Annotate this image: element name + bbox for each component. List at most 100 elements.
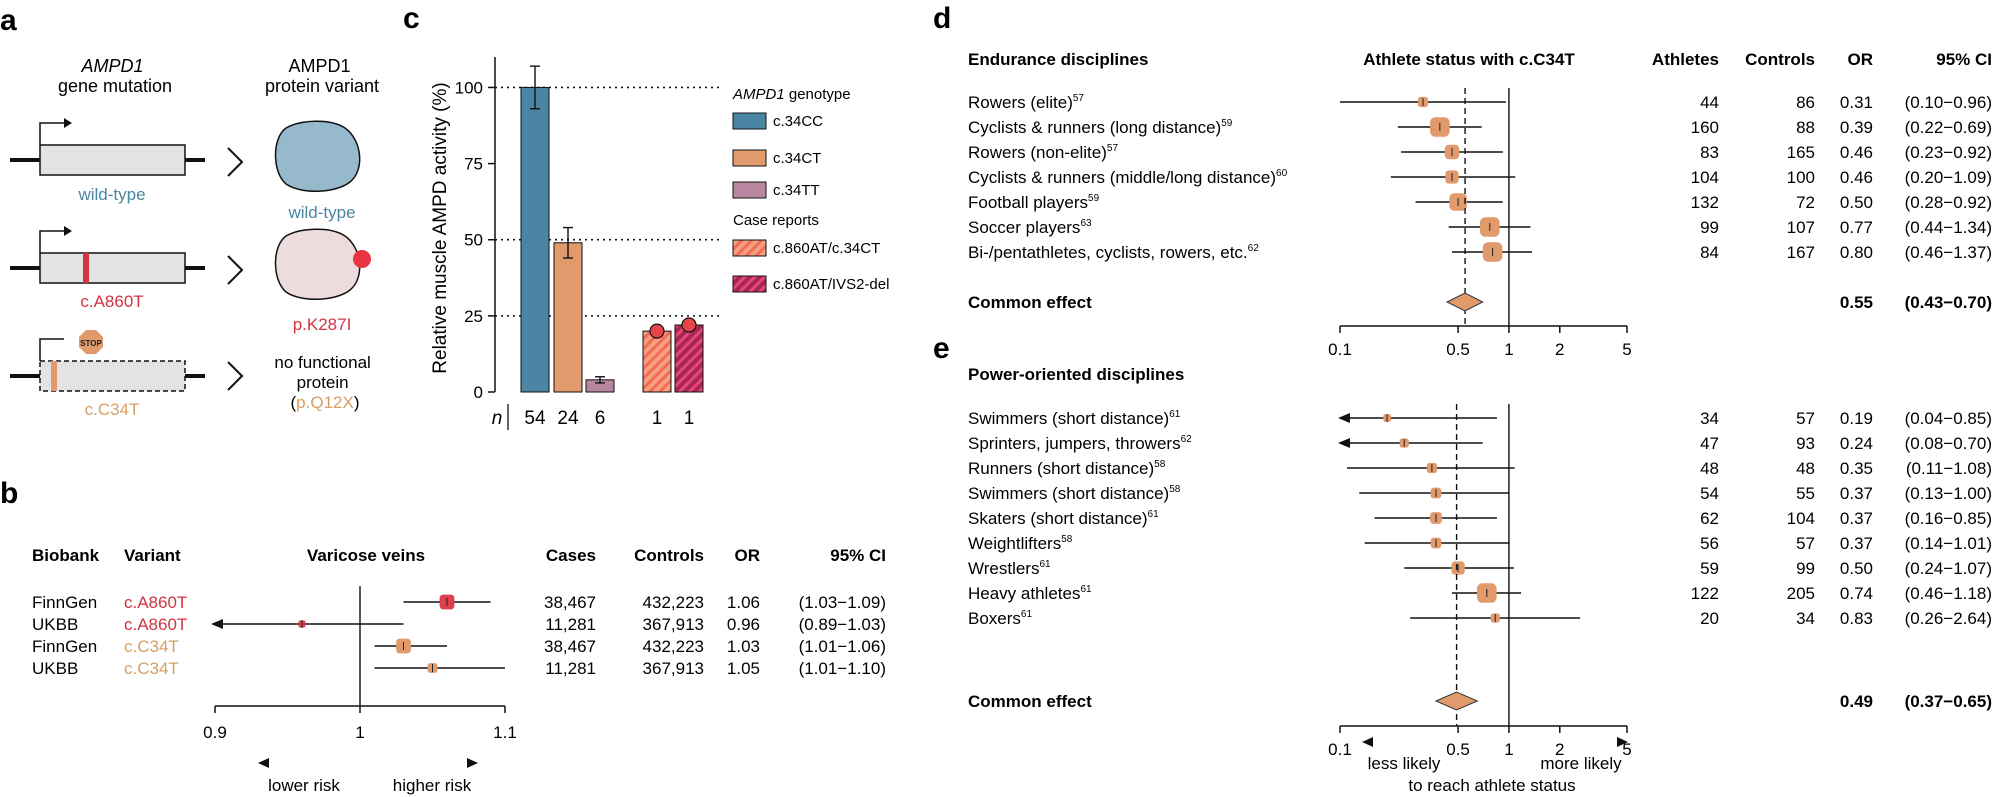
- header-athletes: Athletes: [1652, 50, 1719, 69]
- discipline-name: Heavy athletes: [968, 584, 1080, 603]
- ci-value: (1.01−1.10): [799, 659, 886, 678]
- panel-c-n-values: 54 24 6 1 1: [507, 404, 694, 430]
- controls-value: 72: [1796, 193, 1815, 212]
- discipline-name: Skaters (short distance): [968, 509, 1148, 528]
- discipline-name: Bi-/pentathletes, cyclists, rowers, etc.: [968, 243, 1248, 262]
- chevron-right-icon: [227, 255, 244, 285]
- controls-value: 205: [1787, 584, 1815, 603]
- reference-number: 61: [1021, 609, 1033, 620]
- ci-value: (1.01−1.06): [799, 637, 886, 656]
- y-tick-label: 100: [455, 78, 483, 97]
- ci-arrowhead-icon: [211, 619, 223, 629]
- protein-label-k287i: p.K287I: [293, 315, 352, 334]
- controls-value: 165: [1787, 143, 1815, 162]
- legend-swatch-34ct: [732, 149, 767, 167]
- n-value: 6: [595, 408, 606, 429]
- paren-close: ): [354, 393, 360, 412]
- header-varicose-veins: Varicose veins: [307, 546, 425, 565]
- panel-c-bar-chart: 0 25 50 75 100: [455, 57, 722, 402]
- gene-label-a860t: c.A860T: [80, 292, 143, 311]
- gene-box-truncated: [39, 360, 186, 392]
- no-protein-line2: protein: [297, 373, 349, 392]
- reference-number: 58: [1154, 459, 1166, 470]
- x-tick-label: 0.1: [1328, 740, 1352, 759]
- legend-swatch-34cc: [732, 112, 767, 130]
- ci-value: (0.08−0.70): [1905, 434, 1992, 453]
- discipline-name: Rowers (elite): [968, 93, 1073, 112]
- biobank-name: FinnGen: [32, 637, 97, 656]
- x-tick-label: 1: [1504, 340, 1513, 359]
- or-value: 0.19: [1840, 409, 1873, 428]
- panel-b-forest-plot: [211, 586, 505, 706]
- y-tick-label: 0: [474, 383, 483, 402]
- or-value: 0.80: [1840, 243, 1873, 262]
- panel-b-rows: FinnGen c.A860T 38,467 432,223 1.06 (1.03−1.0…: [32, 593, 886, 678]
- ci-arrowhead-icon: [1338, 413, 1350, 423]
- ci-value: (0.20−1.09): [1905, 168, 1992, 187]
- common-effect-or-e: 0.49: [1840, 692, 1873, 711]
- ci-arrowhead-icon: [1338, 438, 1350, 448]
- higher-risk-arrowhead-icon: [467, 758, 478, 768]
- lower-risk-label: lower risk: [268, 776, 340, 795]
- panel-e-x-axis: 0.1 0.5 1 2 5: [1328, 725, 1632, 759]
- discipline-label: Cyclists & runners (long distance)59: [968, 118, 1233, 137]
- discipline-label: Sprinters, jumpers, throwers62: [968, 434, 1192, 453]
- header-cases: Cases: [546, 546, 596, 565]
- panel-d-forest-plot: [1340, 88, 1533, 326]
- discipline-name: Rowers (non-elite): [968, 143, 1107, 162]
- discipline-label: Football players59: [968, 193, 1100, 212]
- ci-value: (0.22−0.69): [1905, 118, 1992, 137]
- discipline-label: Soccer players63: [968, 218, 1092, 237]
- reference-number: 60: [1276, 168, 1288, 179]
- panel-e-forest-plot: [1338, 404, 1581, 726]
- athletes-value: 99: [1700, 218, 1719, 237]
- ci-value: (0.46−1.37): [1905, 243, 1992, 262]
- gene-box: [39, 144, 186, 176]
- legend-swatch-860at-34ct: [732, 239, 767, 257]
- panel-c: c Relative muscle AMPD activity (%) 0 25 5…: [403, 2, 889, 430]
- discipline-name: Swimmers (short distance): [968, 409, 1169, 428]
- panel-d-rows: Rowers (elite)57 44 86 0.31 (0.10−0.96)Cycli…: [968, 93, 1992, 262]
- header-controls: Controls: [1745, 50, 1815, 69]
- reference-number: 58: [1061, 534, 1073, 545]
- n-value: 24: [557, 408, 579, 429]
- panel-e-letter: e: [933, 332, 950, 365]
- discipline-name: Swimmers (short distance): [968, 484, 1169, 503]
- discipline-name: Cyclists & runners (long distance): [968, 118, 1221, 137]
- athletes-value: 59: [1700, 559, 1719, 578]
- no-protein-line3: (p.Q12X): [291, 393, 360, 412]
- promoter-arrow-icon: [39, 122, 70, 145]
- or-value: 0.77: [1840, 218, 1873, 237]
- or-value: 0.37: [1840, 509, 1873, 528]
- controls-value: 167: [1787, 243, 1815, 262]
- reference-number: 61: [1080, 584, 1092, 595]
- header-ci: 95% CI: [1936, 50, 1992, 69]
- or-value: 0.24: [1840, 434, 1873, 453]
- cases-value: 38,467: [544, 593, 596, 612]
- reference-number: 57: [1107, 143, 1119, 154]
- x-tick-label: 1: [355, 723, 364, 742]
- bar: [674, 324, 704, 393]
- reference-number: 62: [1181, 434, 1193, 445]
- cases-value: 38,467: [544, 637, 596, 656]
- athletes-value: 20: [1700, 609, 1719, 628]
- x-tick-label: 2: [1555, 340, 1564, 359]
- protein-shape-wild-type: [274, 120, 361, 192]
- x-tick-label: 2: [1555, 740, 1564, 759]
- legend-title-gene: AMPD1: [732, 86, 785, 103]
- ci-value: (0.44−1.34): [1905, 218, 1992, 237]
- or-value: 0.74: [1840, 584, 1873, 603]
- or-value: 1.03: [727, 637, 760, 656]
- common-effect-ci-d: (0.43−0.70): [1905, 293, 1992, 312]
- discipline-name: Boxers: [968, 609, 1021, 628]
- ci-value: (0.46−1.18): [1905, 584, 1992, 603]
- or-value: 0.96: [727, 615, 760, 634]
- more-likely-arrowhead-icon: [1617, 737, 1628, 747]
- case-report-point: [649, 323, 665, 339]
- reference-number: 59: [1088, 193, 1100, 204]
- discipline-label: Heavy athletes61: [968, 584, 1092, 603]
- biobank-name: UKBB: [32, 615, 78, 634]
- legend-swatch-860at-ivs2: [732, 275, 767, 293]
- common-effect-diamond: [1445, 292, 1484, 312]
- x-tick-label: 1: [1504, 740, 1513, 759]
